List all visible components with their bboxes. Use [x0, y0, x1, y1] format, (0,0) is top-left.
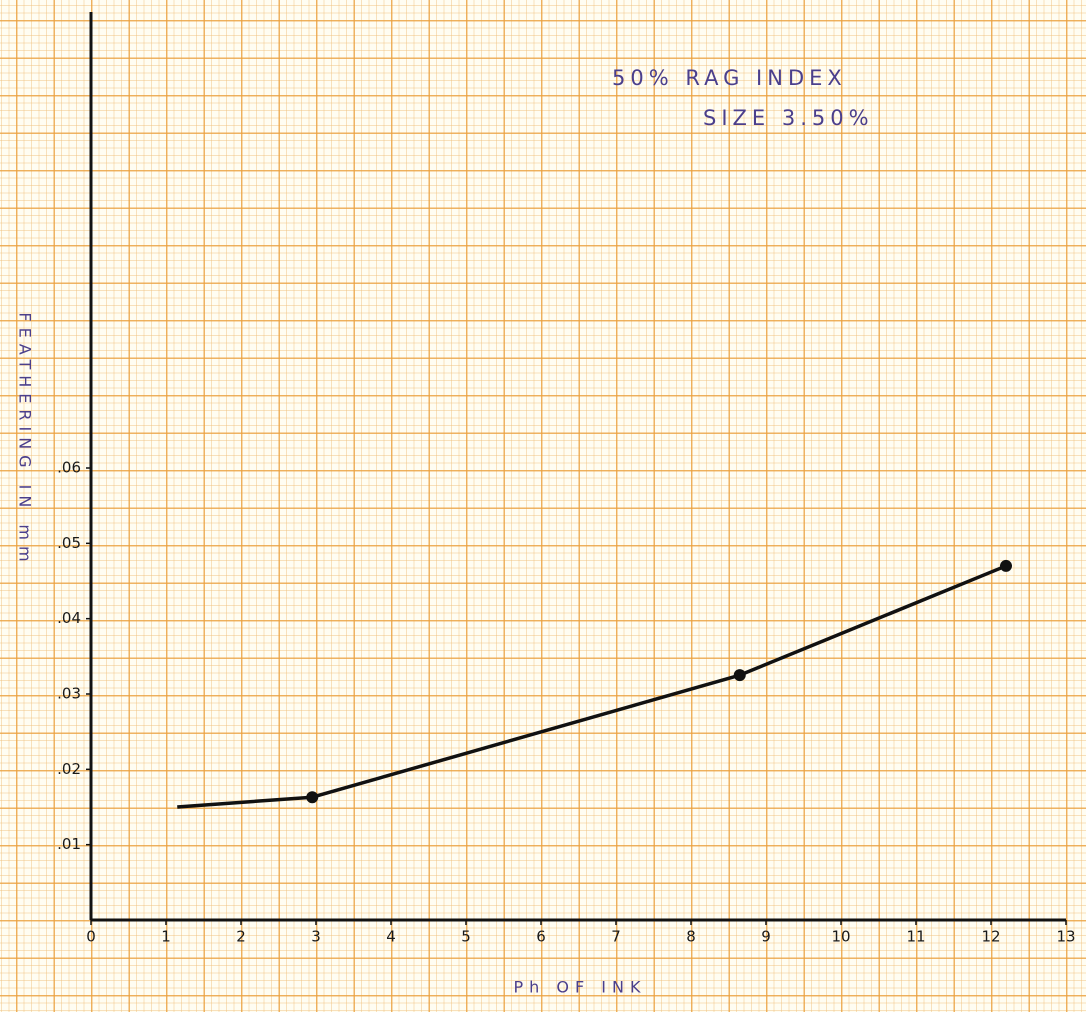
- x-tick-label: 10: [831, 928, 850, 946]
- x-tick-label: 12: [981, 928, 1000, 946]
- x-tick-label: 0: [86, 928, 96, 946]
- data-point: [1000, 560, 1012, 572]
- y-tick-label: .05: [57, 534, 81, 552]
- x-axis-label: Ph OF INK: [514, 978, 647, 997]
- y-tick-label: .03: [57, 685, 81, 703]
- x-tick-label: 3: [311, 928, 321, 946]
- y-tick-label: .04: [57, 609, 81, 627]
- data-line: [177, 566, 1006, 807]
- data-point: [306, 791, 318, 803]
- x-tick-label: 11: [906, 928, 925, 946]
- y-tick-label: .02: [57, 760, 81, 778]
- y-tick-label: .06: [57, 459, 81, 477]
- x-tick-label: 5: [461, 928, 471, 946]
- x-tick-label: 2: [236, 928, 246, 946]
- y-tick-label: .01: [57, 835, 81, 853]
- chart: 50% RAG INDEX SIZE 3.50% Ph OF INK FEATH…: [0, 0, 1086, 1012]
- x-tick-label: 8: [686, 928, 696, 946]
- page: {"chart_data": {"type": "line", "annotat…: [0, 0, 1086, 1012]
- x-tick-label: 7: [611, 928, 621, 946]
- data-point: [734, 669, 746, 681]
- annotation: 50% RAG INDEX: [612, 66, 847, 90]
- y-axis-label: FEATHERING IN mm: [16, 312, 35, 567]
- x-tick-label: 13: [1056, 928, 1075, 946]
- x-tick-label: 1: [161, 928, 171, 946]
- x-tick-label: 6: [536, 928, 546, 946]
- x-tick-label: 9: [761, 928, 771, 946]
- annotation: SIZE 3.50%: [703, 106, 874, 130]
- x-tick-label: 4: [386, 928, 396, 946]
